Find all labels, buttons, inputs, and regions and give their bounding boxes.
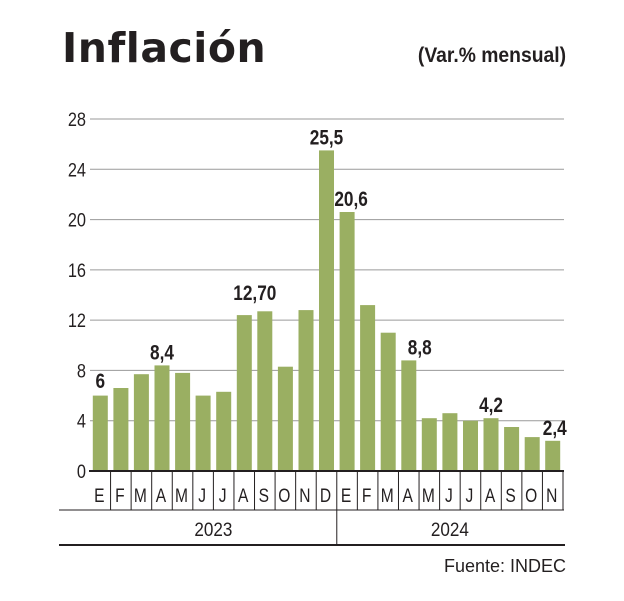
data-label: 4,2 — [479, 395, 503, 418]
month-label: M — [381, 485, 394, 507]
month-label: F — [115, 485, 125, 507]
bar — [175, 372, 191, 471]
year-label: 2023 — [194, 519, 232, 540]
month-label: F — [362, 485, 372, 507]
source-note: Fuente: INDEC — [443, 556, 566, 576]
month-label: D — [320, 485, 331, 507]
y-tick-label: 16 — [68, 260, 86, 281]
y-tick-label: 0 — [77, 461, 86, 482]
month-label: A — [403, 485, 414, 507]
y-tick-label: 20 — [68, 209, 86, 230]
bar — [319, 150, 334, 471]
bar — [360, 305, 376, 471]
month-label: J — [198, 485, 206, 507]
bar — [483, 418, 499, 471]
month-label: S — [259, 485, 269, 507]
month-label: M — [422, 485, 435, 507]
data-label: 6 — [96, 371, 106, 394]
data-label: 25,5 — [310, 127, 344, 150]
month-label: J — [466, 485, 474, 507]
y-tick-label: 28 — [68, 109, 86, 130]
chart-subtitle: (Var.% mensual) — [417, 44, 566, 67]
bar — [545, 440, 561, 471]
month-label: J — [219, 485, 227, 507]
month-label: M — [175, 485, 188, 507]
bar — [463, 420, 478, 471]
y-tick-label: 4 — [77, 411, 86, 432]
data-label: 20,6 — [334, 189, 368, 212]
data-label: 8,4 — [150, 342, 174, 365]
bar — [421, 418, 437, 471]
bar — [298, 310, 314, 471]
data-labels: 6 8,4 12,70 25,5 20,6 8,8 4,2 2,4 — [96, 127, 567, 440]
y-tick-label: 12 — [68, 310, 86, 331]
bar — [380, 332, 396, 471]
month-label: E — [94, 485, 104, 507]
bars — [92, 150, 561, 471]
month-label: A — [485, 485, 496, 507]
bar — [154, 365, 170, 471]
data-label: 12,70 — [233, 283, 276, 306]
month-label: J — [445, 485, 453, 507]
month-label: N — [546, 485, 557, 507]
month-label: M — [134, 485, 147, 507]
bar — [339, 212, 355, 471]
chart-title: Inflación — [62, 24, 267, 72]
bar — [504, 427, 520, 471]
bar — [113, 388, 129, 471]
bar — [257, 311, 273, 471]
bar — [216, 391, 232, 471]
month-label: O — [278, 485, 290, 507]
month-label: N — [299, 485, 310, 507]
y-axis-ticks: 0 4 8 12 16 20 24 28 — [68, 109, 86, 482]
month-label: S — [505, 485, 515, 507]
y-tick-label: 24 — [68, 159, 86, 180]
year-label: 2024 — [431, 519, 469, 540]
y-tick-label: 8 — [77, 360, 86, 381]
bar — [442, 413, 458, 471]
month-label: A — [156, 485, 167, 507]
month-label: A — [238, 485, 249, 507]
bar — [92, 395, 108, 471]
data-label: 8,8 — [408, 337, 432, 360]
bar — [133, 374, 149, 471]
bar — [401, 360, 417, 471]
bar — [277, 366, 293, 471]
month-label: E — [341, 485, 351, 507]
data-label: 2,4 — [543, 417, 567, 440]
month-label: O — [525, 485, 537, 507]
bar — [195, 395, 211, 471]
bar — [236, 315, 252, 471]
bar — [524, 437, 540, 471]
